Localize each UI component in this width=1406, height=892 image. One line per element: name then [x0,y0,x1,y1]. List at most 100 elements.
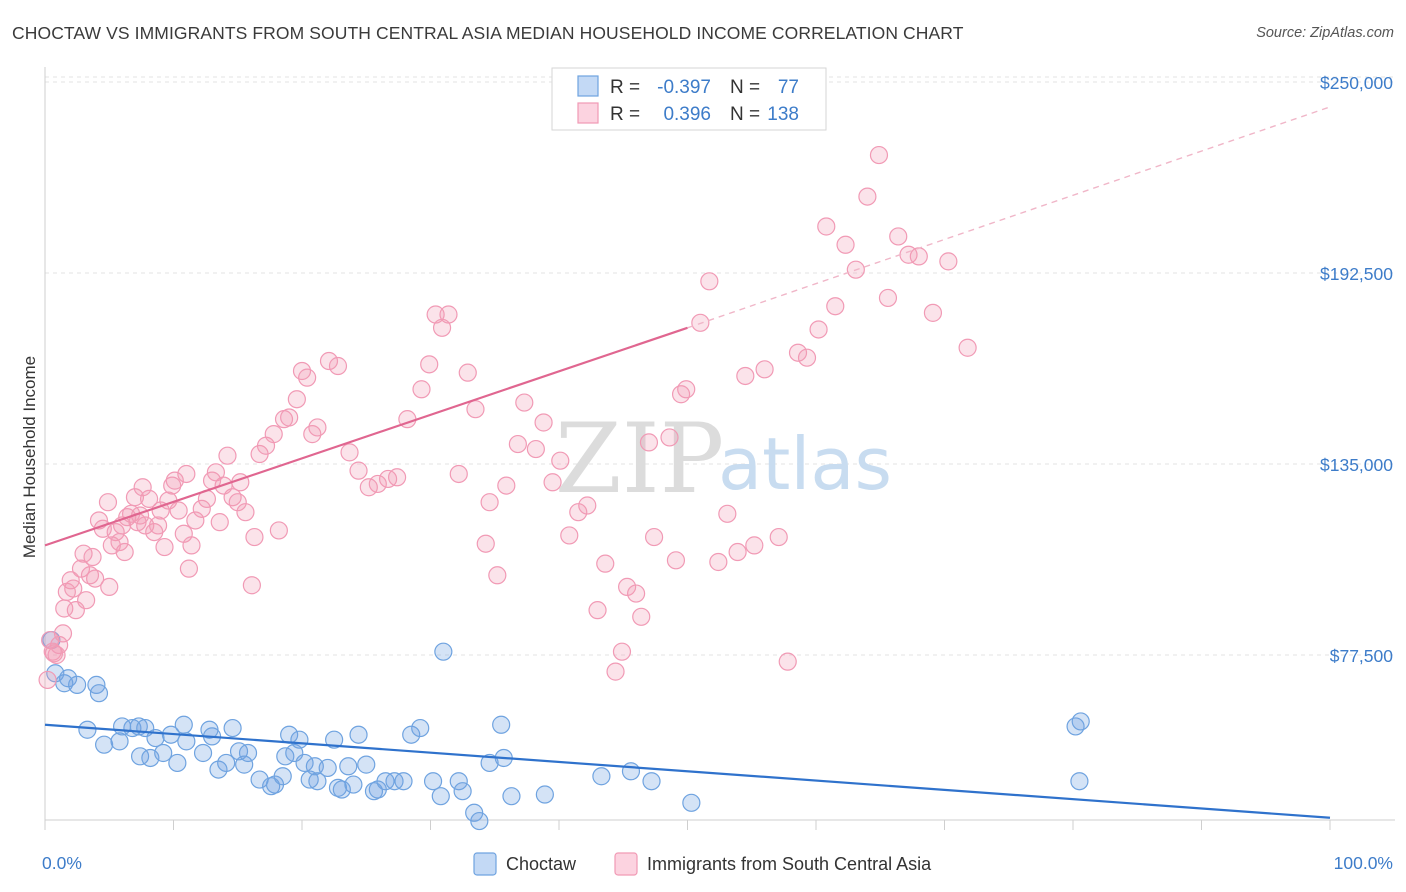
choctaw-point [1071,712,1090,731]
immigrants-point [177,464,196,484]
y-tick-label: $135,000 [1320,455,1393,475]
y-tick-label: $250,000 [1320,73,1393,93]
immigrants-point [560,526,579,545]
immigrants-point [287,390,306,409]
immigrants-point [340,443,359,462]
series-legend: Choctaw Immigrants from South Central As… [473,852,932,876]
immigrants-point [236,503,255,522]
choctaw-point [223,718,242,738]
choctaw-point [480,753,499,773]
immigrants-point [192,499,211,518]
immigrants-trend-extension [687,106,1331,329]
immigrants-point [242,576,261,595]
choctaw-point [411,718,430,738]
choctaw-point [449,772,468,791]
choctaw-point [295,753,314,773]
immigrants-point [449,464,468,484]
y-tick-label: $77,500 [1330,646,1394,666]
choctaw-point [1066,717,1085,736]
immigrants-point [280,408,299,427]
choctaw-point [273,767,292,786]
immigrants-point [100,577,119,597]
watermark: ZIP atlas [555,403,892,515]
immigrants-point [626,584,646,603]
y-tick-label: $192,500 [1320,264,1393,284]
watermark-atlas: atlas [718,422,892,506]
immigrants-point [328,356,348,376]
immigrants-point [80,566,100,585]
legend-n-label: N = [730,77,760,98]
choctaw-point [318,758,337,778]
immigrants-point [77,591,96,610]
series-swatch-immigrants [614,852,638,876]
immigrants-point [632,607,651,626]
immigrants-point [133,478,152,497]
immigrants-point [736,366,755,386]
choctaw-point [423,772,443,791]
legend-swatch-choctaw [577,75,599,97]
trend-lines [44,106,1331,819]
immigrants-point [264,425,283,444]
immigrants-point [515,393,534,412]
choctaw-point [502,787,521,806]
immigrants-point [728,542,747,562]
immigrants-point [497,476,516,495]
legend-r-choctaw: -0.397 [657,77,711,98]
immigrants-point [778,652,797,671]
axes [44,67,1395,830]
immigrants-point [526,439,545,459]
legend-r-label-2: R = [610,104,640,125]
choctaw-point [95,735,114,754]
immigrants-point [163,476,182,495]
choctaw-trend-line [44,723,1331,819]
choctaw-point [592,767,611,786]
immigrants-point [420,355,439,374]
immigrants-point [86,569,105,588]
immigrants-point [769,527,788,547]
immigrants-point [596,554,615,573]
immigrants-point [210,513,229,532]
choctaw-point [349,725,368,744]
immigrants-point [677,380,696,399]
immigrants-point [186,511,205,530]
immigrants-point [878,288,898,308]
immigrants-point [458,363,477,382]
chart-title: CHOCTAW VS IMMIGRANTS FROM SOUTH CENTRAL… [12,23,964,43]
immigrants-point [939,252,958,271]
choctaw-point [110,732,129,751]
choctaw-point [168,753,187,773]
immigrants-point [958,338,977,357]
immigrants-point [826,297,845,316]
immigrants-point [182,536,201,555]
choctaw-point [89,684,109,703]
immigrants-point [387,468,407,487]
immigrants-point [38,670,57,690]
immigrants-point [83,547,102,567]
immigrants-point [797,348,817,367]
choctaw-point [332,780,351,799]
immigrants-point [534,413,553,432]
choctaw-point [238,743,258,763]
choctaw-point [78,720,97,739]
choctaw-point [193,743,213,763]
immigrants-point [298,368,317,387]
legend-n-immigrants: 138 [767,104,799,125]
legend-r-label: R = [610,77,640,98]
immigrants-point [319,351,339,371]
choctaw-point [290,730,309,749]
immigrants-point [666,551,686,570]
immigrants-point [809,320,828,339]
immigrants-point [543,473,562,492]
immigrants-point [551,451,570,470]
immigrants-point [588,601,607,620]
immigrants-point [671,385,691,404]
choctaw-point [535,785,554,804]
immigrants-point [136,516,155,535]
source-label: Source: ZipAtlas.com [1256,25,1394,41]
immigrants-point [151,501,170,520]
immigrants-point [106,522,125,542]
immigrants-point [169,501,188,520]
immigrants-point [125,488,145,507]
immigrants-point [148,516,168,535]
immigrants-point [923,303,943,322]
